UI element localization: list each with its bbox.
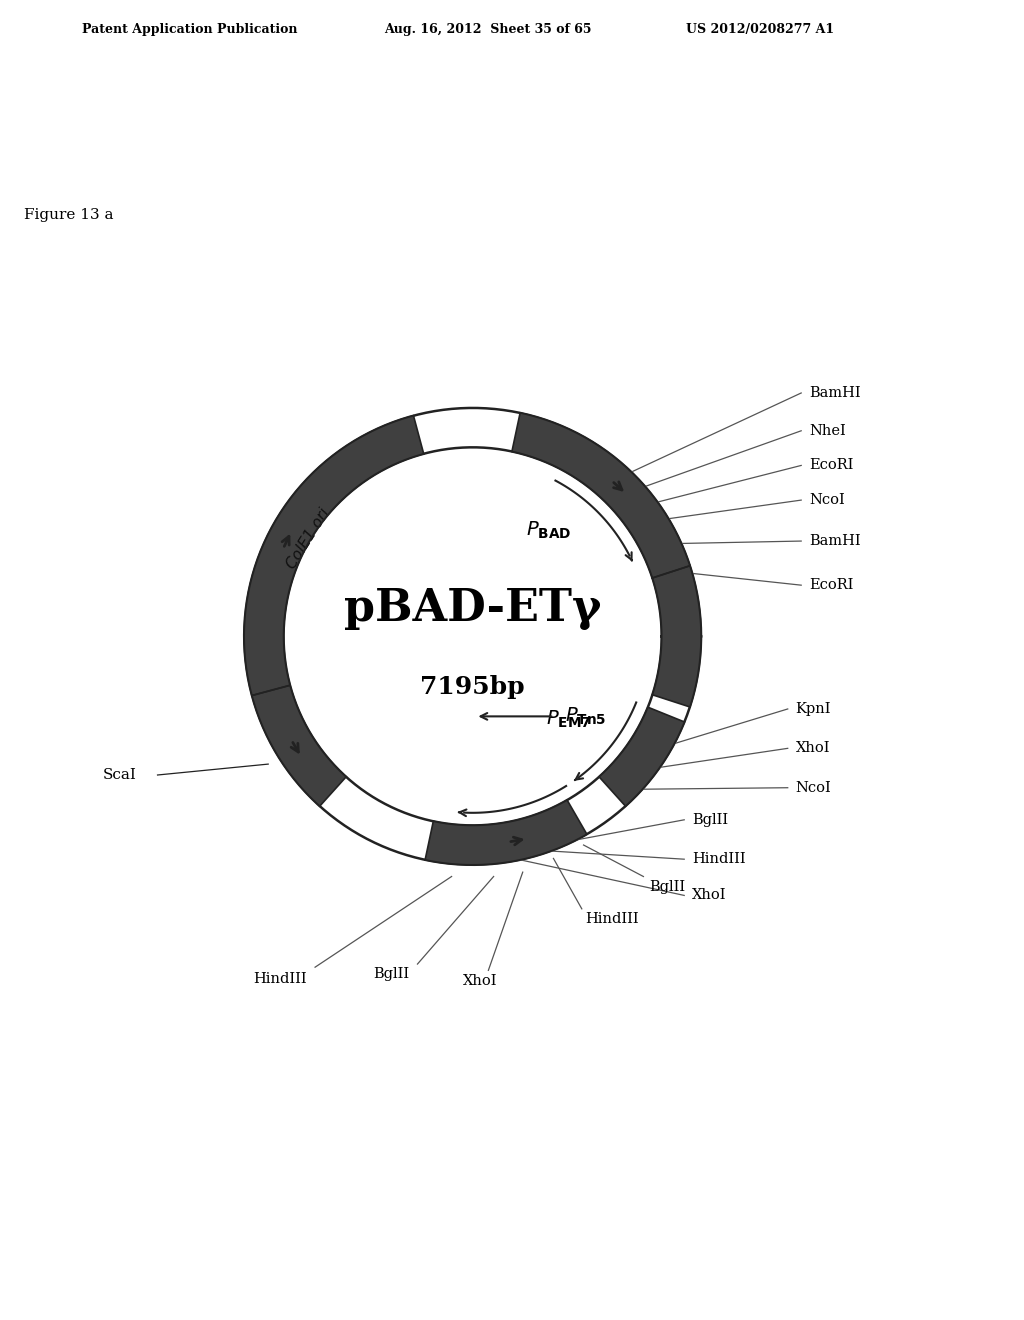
Text: $\boldsymbol{\mathit{P}}_{\mathbf{EM7}}$: $\boldsymbol{\mathit{P}}_{\mathbf{EM7}}$: [546, 709, 591, 730]
Text: BglII: BglII: [374, 968, 410, 981]
Text: BglII: BglII: [649, 879, 686, 894]
Text: XhoI: XhoI: [463, 974, 498, 987]
Text: BglII: BglII: [692, 813, 728, 826]
Text: Figure 13 a: Figure 13 a: [24, 207, 113, 222]
Polygon shape: [425, 800, 587, 865]
Text: NcoI: NcoI: [809, 494, 845, 507]
Text: KpnI: KpnI: [796, 702, 831, 715]
Text: XhoI: XhoI: [796, 742, 830, 755]
Text: NcoI: NcoI: [796, 780, 831, 795]
Text: EcoRI: EcoRI: [809, 578, 853, 593]
Text: ScaI: ScaI: [102, 768, 136, 781]
Polygon shape: [244, 416, 424, 696]
Text: NheI: NheI: [809, 424, 846, 438]
Polygon shape: [652, 566, 701, 708]
Text: Aug. 16, 2012  Sheet 35 of 65: Aug. 16, 2012 Sheet 35 of 65: [384, 22, 592, 36]
Text: BamHI: BamHI: [809, 535, 861, 548]
Text: HindIII: HindIII: [254, 972, 307, 986]
Text: $\boldsymbol{\mathit{P}}_{\mathbf{BAD}}$: $\boldsymbol{\mathit{P}}_{\mathbf{BAD}}$: [526, 520, 571, 541]
Text: BamHI: BamHI: [809, 385, 861, 400]
Text: HindIII: HindIII: [692, 853, 745, 866]
Text: XhoI: XhoI: [692, 888, 727, 903]
Text: pBAD-ETγ: pBAD-ETγ: [344, 586, 601, 630]
Text: 7195bp: 7195bp: [420, 675, 525, 698]
Polygon shape: [599, 708, 684, 807]
Text: HindIII: HindIII: [585, 912, 639, 927]
Polygon shape: [252, 685, 346, 807]
Text: Patent Application Publication: Patent Application Publication: [82, 22, 297, 36]
Text: $\boldsymbol{\mathit{P}}_{\mathbf{Tn5}}$: $\boldsymbol{\mathit{P}}_{\mathbf{Tn5}}$: [565, 706, 606, 727]
Text: EcoRI: EcoRI: [809, 458, 853, 473]
Polygon shape: [512, 413, 690, 578]
Text: US 2012/0208277 A1: US 2012/0208277 A1: [686, 22, 835, 36]
Text: ColE1 ori: ColE1 ori: [284, 506, 333, 572]
